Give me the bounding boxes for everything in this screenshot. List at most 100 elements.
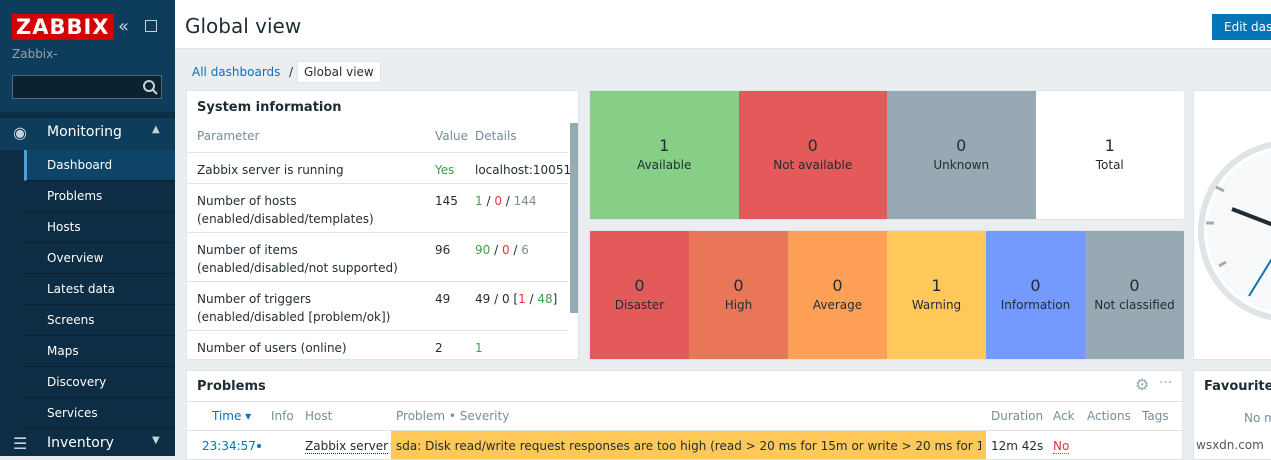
parameter: Number of items (enabled/disabled/not su… [197,243,398,275]
menu-item[interactable]: Maps [47,344,79,358]
details-part: ] [552,292,558,306]
status-count: 0 [956,136,967,155]
menu-item-bg [24,367,175,398]
status-count: 1 [931,276,942,295]
status-label: Not available [773,158,853,172]
page-title: Global view [185,14,302,38]
menu-caret: ▲ [152,124,160,135]
status-count: 0 [832,276,843,295]
header: Global view Edit dash [175,0,1271,49]
column-header: Duration [991,409,1044,423]
status-tile[interactable]: 0 Disaster [590,231,689,359]
status-tile[interactable]: 0 Unknown [887,91,1036,219]
menu-item[interactable]: Dashboard [47,158,113,172]
details-part: 6 [521,243,529,257]
menu-section-bg [0,118,175,150]
row-divider [187,281,568,282]
status-tile[interactable]: 0 Average [788,231,887,359]
kiosk-icon[interactable] [145,20,157,32]
column-header: Host [305,409,333,423]
details: 49 / 0 [1 / 48] [475,290,557,308]
problem-host[interactable]: Zabbix server [305,439,389,454]
menu-icon[interactable]: ··· [1159,375,1173,391]
menu-item[interactable]: Screens [47,313,95,327]
menu-item[interactable]: Latest data [47,282,115,296]
menu-item-bg [24,181,175,212]
details-part: 1 [518,292,526,306]
menu-item-bg [24,212,175,243]
menu-section-bg [0,429,175,456]
problems-by-severity-widget: 0 Disaster 0 High 0 Average 1 Warning 0 Informati… [589,230,1184,360]
column-header: Value [435,129,468,143]
status-tile[interactable]: 1 Available [590,91,739,219]
status-count: 0 [1129,276,1140,295]
value: Yes [435,163,455,177]
value: 49 [435,292,451,306]
status-tile[interactable]: 0 Not classified [1085,231,1184,359]
status-tile[interactable]: 0 Information [986,231,1085,359]
scrollbar[interactable] [570,123,578,313]
menu-item[interactable]: Problems [47,189,103,203]
parameter: Zabbix server is running [197,163,344,177]
menu-item[interactable]: Overview [47,251,104,265]
breadcrumb-separator: / [289,65,294,79]
edit-dashboard-button[interactable]: Edit dash [1212,14,1271,40]
column-header: Tags [1142,409,1169,423]
settings-icon[interactable]: ⚙ [1135,375,1150,394]
collapse-icon[interactable]: « [118,16,130,37]
row-divider [187,183,568,184]
status-tile[interactable]: 0 High [689,231,788,359]
breadcrumb-item[interactable]: Global view [297,61,381,83]
problem-time[interactable]: 23:34:57 [202,439,256,453]
column-header: Info [271,409,294,423]
menu-section-icon: ◉ [13,123,27,142]
status-label: Information [1000,298,1071,312]
status-tile[interactable]: 1 Warning [887,231,986,359]
system-information-widget: System information Parameter Value Details… [186,90,579,360]
menu-section[interactable]: Monitoring [47,124,122,140]
menu-item[interactable]: Services [47,406,98,420]
column-header[interactable]: Time ▾ [212,409,252,423]
details-part: / [509,243,522,257]
value: 96 [435,243,451,257]
breadcrumb-item[interactable]: All dashboards [192,65,281,79]
menu-item-bg [24,150,175,181]
status-tile[interactable]: 1 Total [1035,91,1184,219]
status-count: 1 [1104,136,1115,155]
details-part: 1 [475,341,483,355]
problems-widget: Problems ⚙ ··· Time ▾ Info Host Problem • S… [186,370,1183,460]
row-divider [187,330,568,331]
empty-message: No m [1244,411,1271,425]
clock [1198,141,1271,321]
host-availability-widget: 1 Available 0 Not available 0 Unknown 1 Total [589,90,1184,220]
status-count: 0 [733,276,744,295]
details-part: 49 / 0 [ [475,292,519,306]
search-icon[interactable] [142,79,158,95]
details: 1 [475,339,483,357]
search-box[interactable] [12,75,162,99]
problem-name[interactable]: sda: Disk read/write request responses a… [396,439,981,453]
column-header: Parameter [197,129,260,143]
server-name: Zabbix- [12,47,58,61]
sidebar: ZABBIX « Zabbix- ◉ Monitoring ▲ Dashboard Pr… [0,0,175,456]
menu-item-bg [24,398,175,429]
status-tile[interactable]: 0 Not available [738,91,887,219]
menu-item-bg [24,336,175,367]
menu-section[interactable]: Inventory [47,435,114,451]
problem-bg [391,431,986,459]
value: 2 [435,341,443,355]
menu-caret: ▼ [152,435,160,446]
details-part: 0 [501,243,510,257]
status-count: 0 [1030,276,1041,295]
problem-ack[interactable]: No [1053,439,1070,454]
status-label: Not classified [1094,298,1175,312]
parameter: Number of users (online) [197,341,347,355]
widget-title: Favourite m [1204,379,1271,394]
value: 145 [435,194,458,208]
status-count: 1 [659,136,670,155]
details-part: localhost:10051 [475,163,572,177]
menu-item[interactable]: Hosts [47,220,81,234]
logo[interactable]: ZABBIX [12,14,114,40]
status-label: Warning [911,298,962,312]
menu-item[interactable]: Discovery [47,375,107,389]
